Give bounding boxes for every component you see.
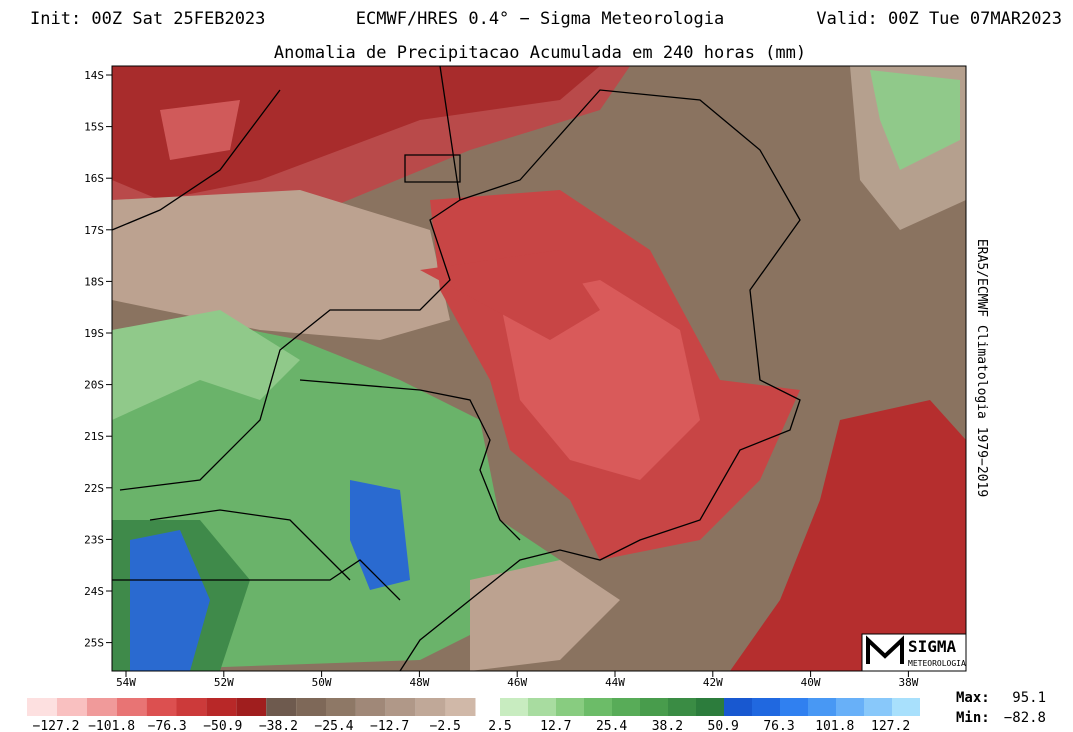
- colorbar-swatch: [556, 698, 584, 716]
- colorbar-swatch: [445, 698, 476, 716]
- colorbar-swatch: [584, 698, 612, 716]
- colorbar-swatch: [808, 698, 836, 716]
- logo: SIGMA METEOROLOGIA: [861, 633, 967, 672]
- lon-label: 42W: [703, 676, 723, 689]
- colorbar-swatch: [500, 698, 528, 716]
- init-text: Init: 00Z Sat 25FEB2023: [30, 9, 265, 29]
- colorbar-swatch: [56, 698, 87, 716]
- lon-label: 44W: [605, 676, 625, 689]
- min-value: −82.8: [1004, 710, 1046, 726]
- colorbar-label: −2.5: [430, 719, 461, 732]
- colorbar-swatch: [724, 698, 752, 716]
- colorbar-label: −25.4: [314, 719, 353, 732]
- colorbar-swatch: [355, 698, 386, 716]
- lon-label: 40W: [801, 676, 821, 689]
- lat-label: 14S: [84, 69, 104, 82]
- lat-label: 20S: [84, 379, 104, 392]
- logo-sub: METEOROLOGIA: [908, 659, 966, 668]
- colorbar-label: −101.8: [88, 719, 135, 732]
- colorbar-swatch: [696, 698, 724, 716]
- map-field: [111, 65, 967, 672]
- colorbar-label: 25.4: [596, 719, 627, 732]
- model-text: ECMWF/HRES 0.4° − Sigma Meteorologia: [356, 9, 724, 29]
- lat-label: 23S: [84, 533, 104, 546]
- lon-label: 48W: [409, 676, 429, 689]
- colorbar-label: −50.9: [203, 719, 242, 732]
- lat-label: 19S: [84, 327, 104, 340]
- lat-label: 21S: [84, 430, 104, 443]
- colorbar-swatch: [206, 698, 237, 716]
- colorbar-swatch: [326, 698, 356, 716]
- colorbar-swatch: [752, 698, 780, 716]
- colorbar-label: −38.2: [259, 719, 298, 732]
- colorbar-label: −76.3: [148, 719, 187, 732]
- colorbar-label: 76.3: [763, 719, 794, 732]
- colorbar-swatch: [780, 698, 808, 716]
- colorbar-swatch: [266, 698, 297, 716]
- lat-label: 18S: [84, 275, 104, 288]
- lat-label: 25S: [84, 637, 104, 650]
- colorbar-swatch: [27, 698, 57, 716]
- colorbar-positive: 2.5 12.7 25.4 38.2 50.9 76.3 101.8 127.2: [488, 698, 920, 732]
- lat-label: 22S: [84, 482, 104, 495]
- colorbar-swatch: [668, 698, 696, 716]
- colorbar-swatch: [612, 698, 640, 716]
- lon-label: 50W: [312, 676, 332, 689]
- valid-text: Valid: 00Z Tue 07MAR2023: [816, 9, 1062, 29]
- colorbar-swatch: [236, 698, 267, 716]
- lon-label: 38W: [898, 676, 918, 689]
- side-label: ERA5/ECMWF Climatologia 1979−2019: [974, 239, 989, 497]
- colorbar-swatch: [86, 698, 117, 716]
- max-label: Max:: [956, 690, 990, 706]
- max-value: 95.1: [1012, 690, 1046, 706]
- min-label: Min:: [956, 710, 990, 726]
- colorbar-label: −12.7: [370, 719, 409, 732]
- colorbar-swatch: [116, 698, 147, 716]
- colorbar-swatch: [385, 698, 416, 716]
- colorbar-swatch: [146, 698, 177, 716]
- lon-label: 52W: [214, 676, 234, 689]
- colorbar-swatch: [836, 698, 864, 716]
- colorbar-label: 127.2: [871, 719, 910, 732]
- colorbar-label: 38.2: [652, 719, 683, 732]
- colorbar-swatch: [176, 698, 207, 716]
- lon-label: 54W: [116, 676, 136, 689]
- lat-label: 16S: [84, 172, 104, 185]
- colorbar-swatch: [864, 698, 892, 716]
- lon-label: 46W: [507, 676, 527, 689]
- colorbar-swatch: [640, 698, 668, 716]
- colorbar-label: 12.7: [540, 719, 571, 732]
- lat-label: 15S: [84, 121, 104, 134]
- map-title: Anomalia de Precipitacao Acumulada em 24…: [274, 43, 806, 63]
- colorbar-swatch: [415, 698, 446, 716]
- colorbar-label: −127.2: [33, 719, 80, 732]
- lat-label: 17S: [84, 224, 104, 237]
- logo-name: SIGMA: [908, 637, 957, 656]
- colorbar-swatch: [892, 698, 920, 716]
- colorbar-swatch: [296, 698, 326, 716]
- colorbar-swatch: [528, 698, 556, 716]
- colorbar-label: 2.5: [488, 719, 511, 732]
- colorbar-label: 101.8: [815, 719, 854, 732]
- colorbar-label: 50.9: [708, 719, 739, 732]
- lat-label: 24S: [84, 585, 104, 598]
- colorbar-negative: −127.2 −101.8 −76.3 −50.9 −38.2 −25.4 −12.7 −2.…: [27, 698, 476, 732]
